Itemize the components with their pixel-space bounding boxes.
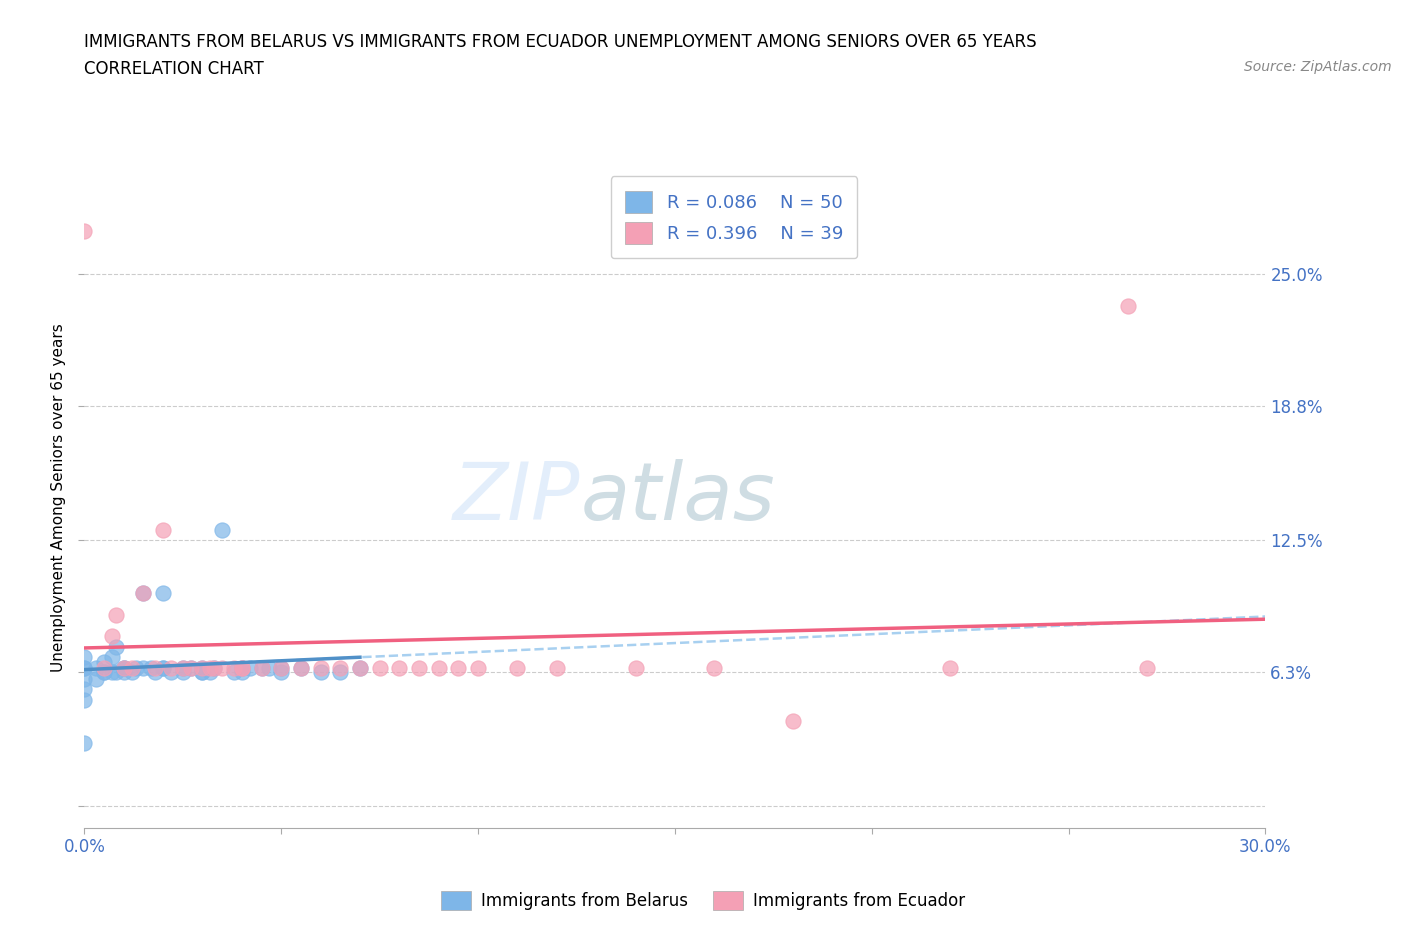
Point [143,660,166,675]
Point [121,660,143,675]
Point [202,660,225,675]
Point [329,660,352,675]
Point [290,660,312,675]
Text: atlas: atlas [581,458,775,537]
Point [104,639,127,654]
Point [152,660,174,675]
Point [112,665,135,680]
Point [349,660,371,675]
Point [270,660,292,675]
Point [211,660,233,675]
Point [222,660,245,675]
Point [231,665,253,680]
Point [191,665,214,680]
Point [191,665,214,680]
Point [160,660,183,675]
Point [172,660,194,675]
Point [506,660,529,675]
Point [427,660,450,675]
Point [73,671,96,686]
Point [152,660,174,675]
Point [73,224,96,239]
Point [250,660,273,675]
Point [84,660,107,675]
Point [93,654,115,669]
Point [200,660,222,675]
Point [93,665,115,680]
Legend: Immigrants from Belarus, Immigrants from Ecuador: Immigrants from Belarus, Immigrants from… [434,884,972,917]
Point [73,660,96,675]
Point [703,660,725,675]
Point [73,682,96,697]
Point [231,660,253,675]
Point [104,665,127,680]
Point [180,660,202,675]
Point [349,660,371,675]
Text: Source: ZipAtlas.com: Source: ZipAtlas.com [1244,60,1392,74]
Point [782,713,804,728]
Point [447,660,470,675]
Point [73,660,96,675]
Point [132,586,155,601]
Point [939,660,962,675]
Point [231,660,253,675]
Point [250,660,273,675]
Point [73,650,96,665]
Point [84,671,107,686]
Point [200,665,222,680]
Point [73,693,96,708]
Point [388,660,411,675]
Point [172,665,194,680]
Point [160,665,183,680]
Point [259,660,281,675]
Point [93,660,115,675]
Point [191,660,214,675]
Point [101,650,124,665]
Point [1136,660,1159,675]
Point [101,665,124,680]
Point [172,660,194,675]
Point [73,735,96,750]
Point [624,660,647,675]
Point [152,586,174,601]
Text: IMMIGRANTS FROM BELARUS VS IMMIGRANTS FROM ECUADOR UNEMPLOYMENT AMONG SENIORS OV: IMMIGRANTS FROM BELARUS VS IMMIGRANTS FR… [84,33,1038,50]
Point [191,660,214,675]
Point [329,665,352,680]
Point [112,660,135,675]
Text: CORRELATION CHART: CORRELATION CHART [84,60,264,78]
Point [152,522,174,537]
Point [141,660,163,675]
Point [290,660,312,675]
Point [121,665,143,680]
Point [309,665,332,680]
Point [101,629,124,644]
Point [202,660,225,675]
Point [408,660,430,675]
Point [270,660,292,675]
Point [211,522,233,537]
Text: ZIP: ZIP [453,458,581,537]
Point [132,586,155,601]
Y-axis label: Unemployment Among Seniors over 65 years: Unemployment Among Seniors over 65 years [51,324,66,672]
Legend: R = 0.086    N = 50, R = 0.396    N = 39: R = 0.086 N = 50, R = 0.396 N = 39 [610,177,858,259]
Point [93,665,115,680]
Point [546,660,568,675]
Point [239,660,262,675]
Point [104,607,127,622]
Point [368,660,391,675]
Point [124,660,146,675]
Point [270,665,292,680]
Point [222,665,245,680]
Point [132,660,155,675]
Point [467,660,489,675]
Point [180,660,202,675]
Point [1116,299,1139,313]
Point [143,665,166,680]
Point [112,660,135,675]
Point [309,660,332,675]
Point [231,660,253,675]
Point [112,660,135,675]
